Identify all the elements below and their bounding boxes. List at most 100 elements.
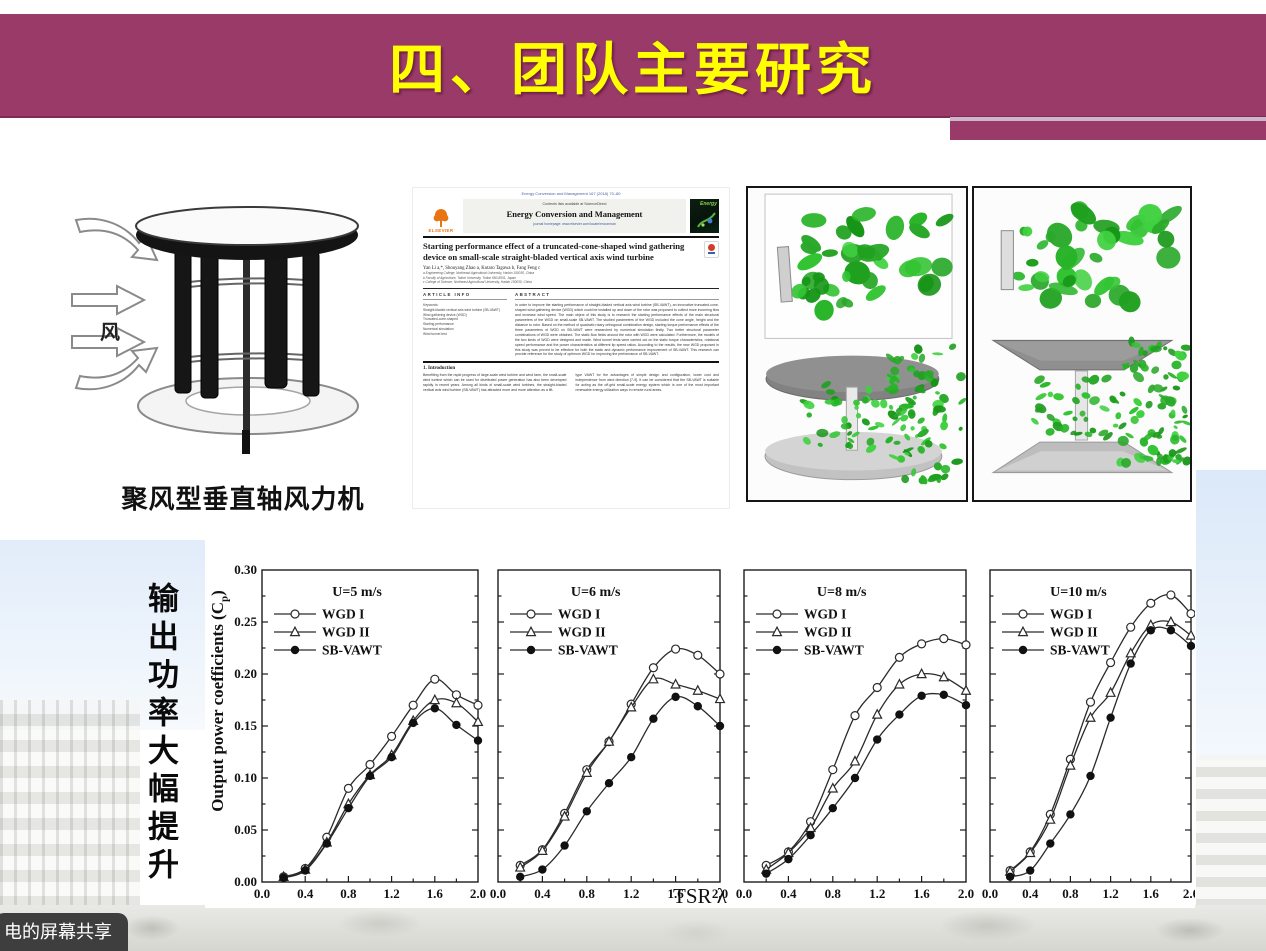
keyword: Straight-bladed vertical axis wind turbi… (423, 307, 500, 312)
svg-text:0.30: 0.30 (234, 562, 257, 577)
keyword: Wind tunnel test (423, 331, 447, 336)
svg-text:WGD II: WGD II (1050, 625, 1098, 640)
cp-vs-tsr-charts: 0.0 0.4 0.8 1.2 1.6 2.0 0.00 0.05 0.10 0.15 0.20 0.… (205, 556, 1199, 908)
y-axis-label: Output power coefficients (Cp) (208, 566, 230, 836)
svg-text:0.4: 0.4 (534, 886, 551, 901)
svg-text:0.4: 0.4 (780, 886, 797, 901)
svg-text:SB-VAWT: SB-VAWT (804, 643, 864, 658)
svg-text:0.4: 0.4 (297, 886, 314, 901)
svg-text:1.6: 1.6 (427, 886, 444, 901)
contents-line: Contents lists available at ScienceDirec… (542, 202, 607, 206)
svg-text:WGD II: WGD II (322, 625, 370, 640)
svg-text:0.05: 0.05 (234, 822, 257, 837)
svg-text:0.0: 0.0 (982, 886, 998, 901)
svg-text:2.0: 2.0 (470, 886, 486, 901)
svg-text:1.6: 1.6 (667, 886, 684, 901)
svg-text:1.6: 1.6 (1143, 886, 1160, 901)
svg-text:0.20: 0.20 (234, 666, 257, 681)
background-building-left (0, 700, 140, 905)
introduction-column-2: type VAWT for the advantages of simple d… (575, 373, 720, 393)
paper-affiliation: c College of Science, Northeast Agricult… (423, 280, 532, 285)
cfd-panel-truncated-cone-wgd (972, 186, 1192, 502)
svg-text:WGD I: WGD I (558, 607, 600, 622)
abstract-text: In order to improve the starting perform… (515, 302, 719, 357)
svg-text:0.4: 0.4 (1022, 886, 1039, 901)
svg-text:WGD II: WGD II (804, 625, 852, 640)
paper-header: ELSEVIER Contents lists available at Sci… (423, 199, 719, 233)
elsevier-logo: ELSEVIER (423, 199, 459, 233)
svg-text:0.0: 0.0 (736, 886, 752, 901)
y-axis-label-close: ) (208, 590, 227, 596)
svg-text:0.8: 0.8 (340, 886, 357, 901)
svg-text:1.2: 1.2 (623, 886, 639, 901)
journal-name: Energy Conversion and Management (506, 209, 643, 219)
banner-gap-line (950, 117, 1266, 121)
svg-text:1.2: 1.2 (869, 886, 885, 901)
journal-homepage: journal homepage: www.elsevier.com/locat… (533, 222, 616, 226)
crossmark-icon (704, 241, 719, 258)
svg-text:0.15: 0.15 (234, 718, 257, 733)
svg-text:0.8: 0.8 (825, 886, 842, 901)
paper-authors: Yan Li a,*, Shouyang Zhao a, Kotaro Taga… (423, 266, 541, 272)
background-sky-right (1196, 470, 1266, 760)
svg-text:WGD I: WGD I (322, 607, 364, 622)
turbine-caption: 聚风型垂直轴风力机 (121, 484, 365, 514)
cfd-panel-flat-disk-wgd (746, 186, 968, 502)
svg-text:0.10: 0.10 (234, 770, 257, 785)
introduction-column-1: Benefiting from the rapid progress of la… (423, 373, 567, 393)
background-building-right (1196, 755, 1266, 905)
wind-label: 风 (100, 322, 120, 344)
svg-text:U=10 m/s: U=10 m/s (1050, 585, 1107, 600)
article-info-column: ARTICLE INFO Keywords: Straight-bladed v… (423, 292, 507, 358)
svg-text:U=6 m/s: U=6 m/s (571, 585, 621, 600)
turbine-diagram (71, 206, 359, 454)
introduction-header: 1. Introduction (423, 366, 456, 372)
charts-panel: 0.0 0.4 0.8 1.2 1.6 2.0 0.00 0.05 0.10 0.15 0.20 0.… (205, 556, 1199, 908)
side-vertical-label: 输出功率大幅提升 (143, 582, 178, 886)
svg-text:SB-VAWT: SB-VAWT (1050, 643, 1110, 658)
svg-text:0.8: 0.8 (1062, 886, 1079, 901)
paper-affiliation: b Faculty of Agriculture, Tottori Univer… (423, 275, 516, 280)
abstract-column: ABSTRACT In order to improve the startin… (515, 292, 719, 358)
background-sky-left (0, 540, 205, 730)
svg-text:0.0: 0.0 (490, 886, 506, 901)
svg-text:1.2: 1.2 (383, 886, 399, 901)
article-info-header: ARTICLE INFO (423, 292, 507, 300)
svg-text:2.0: 2.0 (1183, 886, 1195, 901)
keyword: Wind gathering device (WGD) (423, 312, 467, 317)
svg-text:WGD II: WGD II (558, 625, 606, 640)
keyword: Truncated-cone-shaped (423, 317, 458, 322)
svg-text:1.2: 1.2 (1102, 886, 1118, 901)
keyword: Starting performance (423, 322, 454, 327)
svg-text:1.6: 1.6 (913, 886, 930, 901)
keyword: Numerical simulation (423, 326, 454, 331)
elsevier-tree-icon (433, 209, 449, 227)
svg-text:0.8: 0.8 (579, 886, 596, 901)
paper-citation: Energy Conversion and Management 167 (20… (521, 191, 621, 196)
svg-text:U=5 m/s: U=5 m/s (332, 585, 382, 600)
x-axis-label: TSR λ (673, 884, 727, 908)
abstract-header: ABSTRACT (515, 292, 719, 300)
slide-title-banner: 四、团队主要研究 (0, 14, 1266, 118)
slide-title: 四、团队主要研究 (389, 37, 877, 101)
journal-cover-thumbnail: Energy (690, 199, 719, 233)
svg-text:2.0: 2.0 (712, 886, 728, 901)
svg-text:U=8 m/s: U=8 m/s (817, 585, 867, 600)
journal-cover-art (697, 212, 716, 228)
screen-share-badge: 电的屏幕共享 (0, 913, 128, 951)
banner-accent-strip (950, 121, 1266, 140)
paper-title: Starting performance effect of a truncat… (423, 241, 685, 263)
paper-affiliation: a Engineering College, Northeast Agricul… (423, 271, 535, 276)
journal-cover-title: Energy (700, 201, 717, 207)
keywords-label: Keywords: (423, 302, 439, 307)
svg-text:2.0: 2.0 (958, 886, 974, 901)
svg-text:WGD I: WGD I (1050, 607, 1092, 622)
paper-page: Energy Conversion and Management 167 (20… (412, 187, 730, 509)
svg-text:WGD I: WGD I (804, 607, 846, 622)
svg-text:0.0: 0.0 (254, 886, 270, 901)
svg-text:0.25: 0.25 (234, 614, 257, 629)
journal-header-box: Contents lists available at ScienceDirec… (463, 199, 686, 233)
svg-text:0.00: 0.00 (234, 874, 257, 889)
y-axis-label-sub: p (218, 595, 231, 602)
